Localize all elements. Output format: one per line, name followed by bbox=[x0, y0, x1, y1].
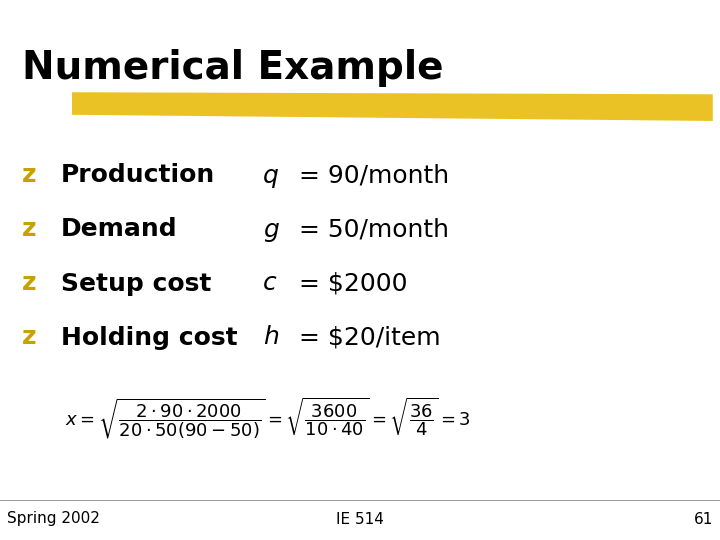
Text: z: z bbox=[22, 272, 36, 295]
Text: 61: 61 bbox=[693, 511, 713, 526]
Text: z: z bbox=[22, 164, 36, 187]
Text: Numerical Example: Numerical Example bbox=[22, 49, 443, 86]
Text: = $20/item: = $20/item bbox=[299, 326, 441, 349]
Text: Demand: Demand bbox=[61, 218, 178, 241]
Text: q: q bbox=[263, 164, 279, 187]
Polygon shape bbox=[72, 92, 713, 121]
Text: = 90/month: = 90/month bbox=[299, 164, 449, 187]
Text: z: z bbox=[22, 326, 36, 349]
Text: = 50/month: = 50/month bbox=[299, 218, 449, 241]
Text: c: c bbox=[263, 272, 276, 295]
Text: $x = \sqrt{\dfrac{2 \cdot 90 \cdot 2000}{20 \cdot 50(90-50)}}$$ = \sqrt{\dfrac{3: $x = \sqrt{\dfrac{2 \cdot 90 \cdot 2000}… bbox=[65, 396, 470, 441]
Text: z: z bbox=[22, 218, 36, 241]
Text: Production: Production bbox=[61, 164, 215, 187]
Text: = $2000: = $2000 bbox=[299, 272, 408, 295]
Text: Spring 2002: Spring 2002 bbox=[7, 511, 100, 526]
Text: h: h bbox=[263, 326, 279, 349]
Text: Holding cost: Holding cost bbox=[61, 326, 238, 349]
Text: IE 514: IE 514 bbox=[336, 511, 384, 526]
Text: Setup cost: Setup cost bbox=[61, 272, 212, 295]
Text: g: g bbox=[263, 218, 279, 241]
